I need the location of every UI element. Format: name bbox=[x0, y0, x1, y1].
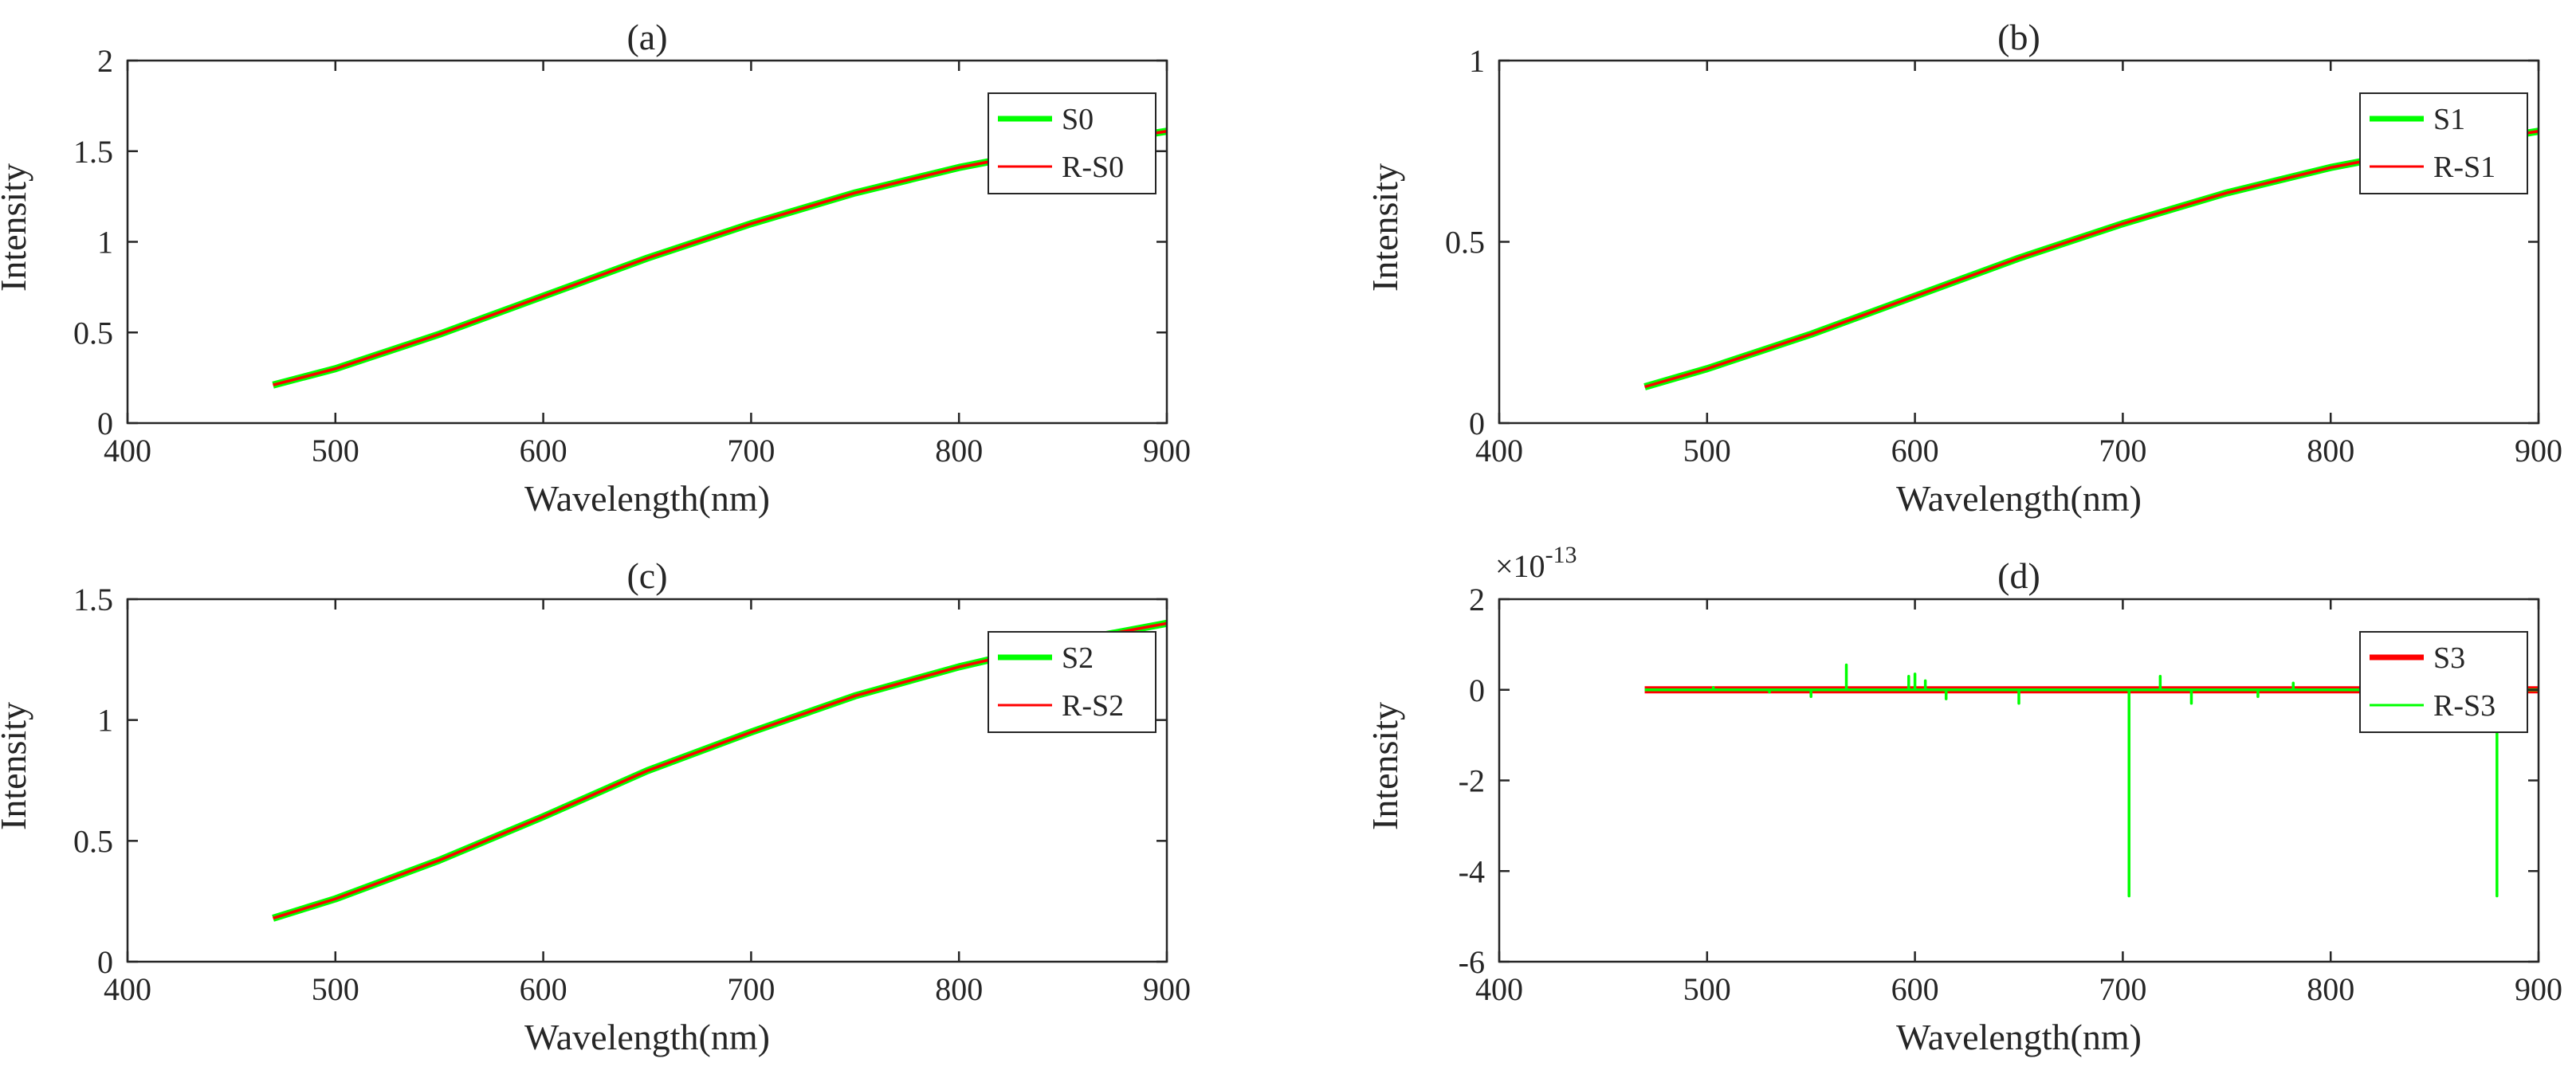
legend-label-s1: S1 bbox=[2433, 103, 2465, 136]
x-tick-label: 900 bbox=[2515, 433, 2562, 469]
legend-label-r-s1: R-S1 bbox=[2433, 151, 2496, 184]
x-tick-label: 400 bbox=[1475, 971, 1523, 1007]
x-tick-label: 400 bbox=[1475, 433, 1523, 469]
legend-label-r-s2: R-S2 bbox=[1062, 689, 1124, 723]
legend-label-r-s0: R-S0 bbox=[1062, 151, 1124, 184]
x-tick-label: 500 bbox=[312, 971, 359, 1007]
legend: S2 R-S2 bbox=[988, 631, 1156, 733]
legend-label-r-s3: R-S3 bbox=[2433, 689, 2496, 723]
series-line-r-s3 bbox=[1644, 663, 2539, 898]
legend: S3 R-S3 bbox=[2359, 631, 2528, 733]
x-axis-label: Wavelength(nm) bbox=[1896, 1017, 2142, 1057]
y-axis-label: Intensity bbox=[0, 163, 33, 292]
y-tick-label: 0.5 bbox=[73, 823, 113, 859]
y-tick-label: -2 bbox=[1459, 763, 1485, 799]
panel-title: (d) bbox=[1997, 555, 2040, 596]
x-tick-label: 400 bbox=[104, 433, 151, 469]
panel-c: 400 500 600 700 800 900 0 0.5 1 1.5 (c) Wavelength(… bbox=[0, 555, 1191, 1057]
x-axis-label: Wavelength(nm) bbox=[1896, 478, 2142, 519]
y-tick-label: 1 bbox=[97, 225, 113, 261]
plot-frame bbox=[126, 598, 1168, 963]
y-exponent-power: -13 bbox=[1545, 542, 1577, 568]
legend-box bbox=[988, 92, 1156, 194]
x-tick-label: 700 bbox=[2099, 971, 2146, 1007]
x-tick-label: 600 bbox=[1891, 971, 1939, 1007]
y-tick-label: 0 bbox=[97, 406, 113, 441]
x-tick-label: 400 bbox=[104, 971, 151, 1007]
x-tick-label: 500 bbox=[1683, 971, 1731, 1007]
legend: S0 R-S0 bbox=[988, 92, 1156, 194]
legend: S1 R-S1 bbox=[2359, 92, 2528, 194]
legend-label-s2: S2 bbox=[1062, 641, 1094, 675]
y-axis-label: Intensity bbox=[0, 702, 33, 830]
legend-box bbox=[2359, 92, 2528, 194]
legend-box bbox=[2359, 631, 2528, 733]
x-tick-label: 600 bbox=[520, 433, 567, 469]
panel-title: (a) bbox=[626, 17, 667, 57]
legend-label-s3: S3 bbox=[2433, 641, 2465, 675]
y-tick-label: 1 bbox=[97, 703, 113, 739]
x-axis-label: Wavelength(nm) bbox=[524, 1017, 770, 1057]
panel-title: (c) bbox=[626, 555, 667, 596]
legend-label-s0: S0 bbox=[1062, 103, 1094, 136]
y-exponent-label: ×10-13 bbox=[1495, 542, 1577, 584]
x-tick-label: 700 bbox=[727, 971, 775, 1007]
y-tick-label: -4 bbox=[1459, 853, 1485, 889]
x-tick-label: 800 bbox=[2307, 971, 2354, 1007]
y-tick-label: 0.5 bbox=[73, 315, 113, 351]
y-tick-label: 1.5 bbox=[73, 134, 113, 170]
x-tick-label: 600 bbox=[520, 971, 567, 1007]
y-tick-label: 1 bbox=[1469, 43, 1485, 79]
x-tick-label: 500 bbox=[312, 433, 359, 469]
x-tick-label: 900 bbox=[2515, 971, 2562, 1007]
x-tick-label: 800 bbox=[935, 971, 983, 1007]
legend-box bbox=[988, 631, 1156, 733]
panel-b: 400 500 600 700 800 900 0 0.5 1 (b) Wavelength(nm)… bbox=[1365, 17, 2562, 519]
y-tick-label: 2 bbox=[1469, 582, 1485, 617]
x-tick-label: 500 bbox=[1683, 433, 1731, 469]
y-tick-label: 1.5 bbox=[73, 582, 113, 617]
x-axis-label: Wavelength(nm) bbox=[524, 478, 770, 519]
x-tick-label: 900 bbox=[1143, 433, 1191, 469]
x-tick-label: 700 bbox=[727, 433, 775, 469]
y-tick-label: 0 bbox=[1469, 672, 1485, 708]
x-tick-label: 800 bbox=[935, 433, 983, 469]
x-tick-label: 700 bbox=[2099, 433, 2146, 469]
panel-a: 400 500 600 700 800 900 0 0.5 1 1.5 2 (a) Wavelength… bbox=[0, 17, 1191, 519]
y-tick-label: 0 bbox=[1469, 406, 1485, 441]
x-tick-label: 800 bbox=[2307, 433, 2354, 469]
panel-title: (b) bbox=[1997, 17, 2040, 57]
x-tick-label: 900 bbox=[1143, 971, 1191, 1007]
y-tick-label: 0 bbox=[97, 944, 113, 980]
y-tick-label: 0.5 bbox=[1445, 225, 1485, 261]
panel-d: 400 500 600 700 800 900 -6 -4 -2 0 2 ×10-13 (d) Wavel… bbox=[1365, 542, 2562, 1057]
y-axis-label: Intensity bbox=[1365, 163, 1405, 292]
y-axis-label: Intensity bbox=[1365, 702, 1405, 830]
x-tick-label: 600 bbox=[1891, 433, 1939, 469]
y-tick-label: -6 bbox=[1459, 944, 1485, 980]
y-exponent-base: ×10 bbox=[1495, 548, 1545, 584]
y-tick-label: 2 bbox=[97, 43, 113, 79]
